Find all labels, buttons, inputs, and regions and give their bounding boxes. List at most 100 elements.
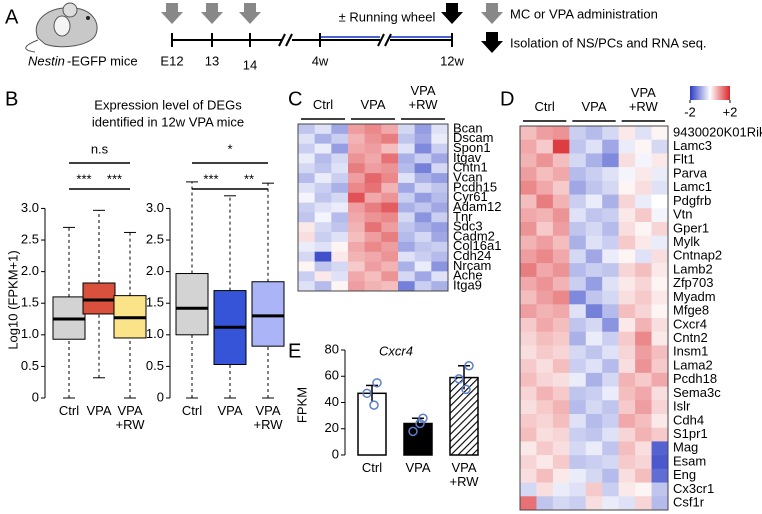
- chart-title: Cxcr4: [379, 343, 413, 358]
- heat-cell: [651, 359, 669, 374]
- heat-cell: [298, 271, 315, 282]
- heat-cell: [536, 290, 554, 305]
- heat-cell: [602, 318, 619, 333]
- heat-cell: [635, 359, 652, 374]
- row-label: Esam: [673, 453, 706, 468]
- row-label: Pcdh18: [673, 371, 717, 386]
- data-point: [408, 426, 418, 437]
- heat-cell: [536, 208, 554, 223]
- heat-cell: [314, 241, 332, 253]
- data-point: [464, 361, 474, 371]
- heat-cell: [414, 281, 432, 292]
- heat-cell: [635, 482, 652, 497]
- heat-cell: [398, 212, 415, 223]
- heat-cell: [536, 222, 554, 237]
- heat-cell: [569, 359, 587, 374]
- heat-cell: [618, 180, 636, 195]
- y-tick-label: 60: [325, 368, 339, 383]
- heat-cell: [569, 400, 587, 415]
- heat-cell: [298, 251, 315, 262]
- y-tick-label: 2.5: [146, 231, 164, 246]
- x-tick-label: VPA +RW: [115, 403, 145, 432]
- heat-cell: [331, 241, 349, 253]
- heat-cell: [331, 182, 349, 194]
- heat-cell: [585, 153, 603, 168]
- heat-cell: [520, 345, 537, 360]
- heat-cell: [618, 222, 636, 237]
- heat-cell: [552, 400, 570, 415]
- heat-cell: [651, 249, 669, 264]
- x-tick-label: VPA: [405, 460, 431, 475]
- color-scale: [690, 86, 730, 100]
- row-label: Mylk: [673, 234, 700, 249]
- heat-cell: [298, 124, 315, 135]
- heat-cell: [602, 194, 619, 209]
- heat-cell: [585, 194, 603, 209]
- heat-cell: [431, 143, 449, 154]
- heat-cell: [536, 276, 554, 291]
- heat-cell: [569, 318, 587, 333]
- heat-cell: [398, 271, 415, 282]
- heat-cell: [618, 167, 636, 182]
- heat-cell: [331, 124, 349, 135]
- row-label: Mag: [673, 440, 698, 455]
- heat-cell: [635, 235, 652, 250]
- data-point: [415, 418, 425, 429]
- box: [82, 282, 116, 315]
- heat-cell: [651, 153, 669, 168]
- y-tick-label: 0: [32, 389, 39, 404]
- heat-cell: [635, 126, 652, 141]
- heat-cell: [536, 372, 554, 387]
- heat-cell: [651, 427, 669, 442]
- heat-cell: [381, 133, 399, 144]
- row-label: Flt1: [673, 152, 695, 167]
- heat-cell: [569, 167, 587, 182]
- heat-cell: [520, 331, 537, 346]
- heat-cell: [651, 345, 669, 360]
- heat-cell: [520, 208, 537, 223]
- heat-cell: [618, 139, 636, 154]
- y-tick-label: 80: [325, 341, 339, 356]
- heat-cell: [635, 496, 652, 511]
- heat-cell: [618, 386, 636, 401]
- sig-label: ***: [203, 171, 218, 186]
- heat-cell: [431, 173, 449, 184]
- mouse-label-italic: Nestin: [28, 53, 65, 68]
- heat-cell: [635, 304, 652, 319]
- row-label: Nrcam: [453, 258, 491, 273]
- heat-cell: [585, 249, 603, 264]
- heat-cell: [651, 304, 669, 319]
- heat-cell: [552, 414, 570, 429]
- heat-cell: [520, 427, 537, 442]
- heat-cell: [348, 153, 365, 164]
- heat-cell: [585, 441, 603, 456]
- heat-cell: [431, 212, 449, 223]
- heat-cell: [552, 222, 570, 237]
- heat-cell: [618, 427, 636, 442]
- heat-cell: [602, 126, 619, 141]
- heat-cell: [618, 496, 636, 511]
- heat-cell: [364, 133, 382, 144]
- mouse-label: -EGFP mice: [67, 53, 138, 68]
- heat-cell: [364, 202, 382, 213]
- scale-label: -2: [684, 104, 696, 119]
- bar: [357, 392, 387, 456]
- heat-cell: [635, 222, 652, 237]
- row-label: Cntnap2: [673, 248, 722, 263]
- row-label: Lama2: [673, 357, 713, 372]
- y-tick-label: 40: [325, 394, 339, 409]
- x-tick-label: VPA: [86, 403, 112, 418]
- heat-cell: [536, 496, 554, 511]
- heat-cell: [348, 222, 365, 233]
- heat-cell: [552, 318, 570, 333]
- heat-cell: [651, 208, 669, 223]
- x-tick-label: Ctrl: [58, 403, 80, 418]
- heat-cell: [298, 192, 315, 203]
- heat-cell: [569, 441, 587, 456]
- heat-cell: [431, 163, 449, 174]
- heat-cell: [520, 222, 537, 237]
- heat-cell: [298, 163, 315, 174]
- heat-cell: [602, 249, 619, 264]
- heat-cell: [536, 263, 554, 278]
- heat-cell: [635, 276, 652, 291]
